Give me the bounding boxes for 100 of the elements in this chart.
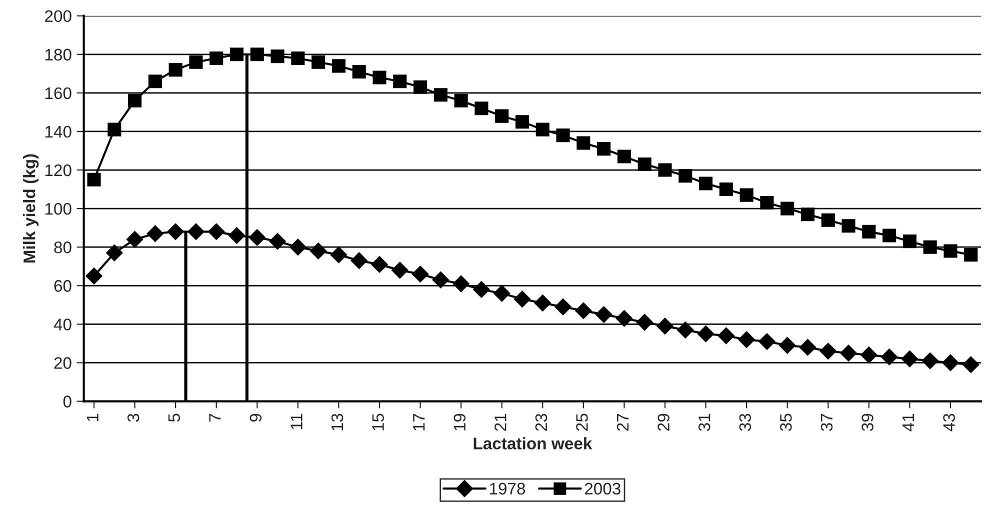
x-tick-label: 17 xyxy=(413,414,425,430)
y-tick-label: 20 xyxy=(54,357,72,369)
point xyxy=(760,196,774,210)
point xyxy=(168,63,182,77)
y-tick-label: 0 xyxy=(63,396,72,408)
point xyxy=(658,163,672,177)
point xyxy=(126,231,144,248)
x-tick-label: 3 xyxy=(127,414,140,422)
point xyxy=(677,322,694,338)
point xyxy=(372,70,386,84)
legend-label: 2003 xyxy=(584,482,620,495)
point xyxy=(432,271,450,288)
point xyxy=(778,337,796,354)
x-tick-label: 7 xyxy=(209,414,221,422)
point xyxy=(962,356,980,374)
point xyxy=(414,80,428,94)
point xyxy=(230,48,244,62)
point xyxy=(842,219,856,233)
point xyxy=(719,182,733,196)
y-tick-label: 180 xyxy=(45,48,72,61)
point xyxy=(167,223,184,240)
point xyxy=(189,55,203,69)
y-tick-label: 60 xyxy=(54,280,72,292)
point xyxy=(269,232,286,250)
point xyxy=(250,48,264,62)
y-tick-label: 40 xyxy=(54,318,72,330)
y-tick-label: 80 xyxy=(54,242,72,254)
point xyxy=(800,208,815,222)
x-tick-label: 35 xyxy=(780,414,792,431)
y-tick-label: 120 xyxy=(45,164,72,176)
point xyxy=(495,109,509,123)
point xyxy=(371,256,388,273)
point xyxy=(330,246,348,264)
point xyxy=(474,102,488,116)
point xyxy=(944,244,958,258)
point xyxy=(228,227,246,244)
y-tick-label: 160 xyxy=(45,87,72,100)
point xyxy=(412,266,429,282)
point xyxy=(452,275,470,292)
point xyxy=(699,176,713,190)
point xyxy=(536,122,550,136)
x-tick-label: 37 xyxy=(820,414,833,431)
point xyxy=(291,51,305,66)
point xyxy=(434,88,448,102)
point xyxy=(880,348,898,366)
point xyxy=(964,248,978,262)
point xyxy=(332,59,346,73)
point xyxy=(392,262,408,279)
point xyxy=(534,294,552,312)
point xyxy=(554,298,572,316)
x-tick-label: 31 xyxy=(698,414,710,431)
point xyxy=(780,202,794,216)
point xyxy=(820,342,837,360)
point xyxy=(860,346,878,364)
point xyxy=(902,234,916,248)
y-tick-label: 200 xyxy=(45,10,72,22)
point xyxy=(638,157,652,172)
x-tick-label: 39 xyxy=(862,414,874,431)
point xyxy=(758,333,776,350)
point xyxy=(595,306,612,323)
point xyxy=(901,350,918,368)
point xyxy=(515,115,530,129)
x-tick-label: 23 xyxy=(535,414,548,431)
x-tick-label: 5 xyxy=(168,414,180,422)
point xyxy=(840,344,857,362)
point xyxy=(942,354,959,372)
point xyxy=(616,310,633,327)
point xyxy=(128,94,142,108)
point xyxy=(208,223,225,240)
x-tick-label: 29 xyxy=(658,414,670,431)
point xyxy=(697,325,714,342)
point xyxy=(106,244,123,262)
point xyxy=(454,94,468,108)
point xyxy=(393,74,407,88)
point xyxy=(922,352,938,370)
point xyxy=(514,290,531,308)
point xyxy=(108,122,122,136)
x-tick-label: 19 xyxy=(454,414,466,430)
point xyxy=(862,224,876,238)
x-tick-label: 43 xyxy=(943,414,955,432)
point xyxy=(248,229,266,246)
point xyxy=(738,331,755,348)
point xyxy=(799,338,816,356)
point xyxy=(636,314,653,331)
point xyxy=(678,169,692,183)
point xyxy=(575,302,592,320)
point xyxy=(740,188,754,202)
x-tick-label: 13 xyxy=(331,414,344,430)
x-tick-label: 21 xyxy=(494,414,506,431)
point xyxy=(576,136,590,150)
point xyxy=(188,223,204,240)
point xyxy=(350,252,368,269)
point xyxy=(923,240,937,254)
point xyxy=(290,238,306,256)
x-tick-label: 15 xyxy=(372,414,384,430)
point xyxy=(310,242,327,260)
y-tick-label: 100 xyxy=(45,202,72,215)
point xyxy=(556,128,570,142)
point xyxy=(87,172,101,186)
x-tick-label: 41 xyxy=(902,414,914,432)
